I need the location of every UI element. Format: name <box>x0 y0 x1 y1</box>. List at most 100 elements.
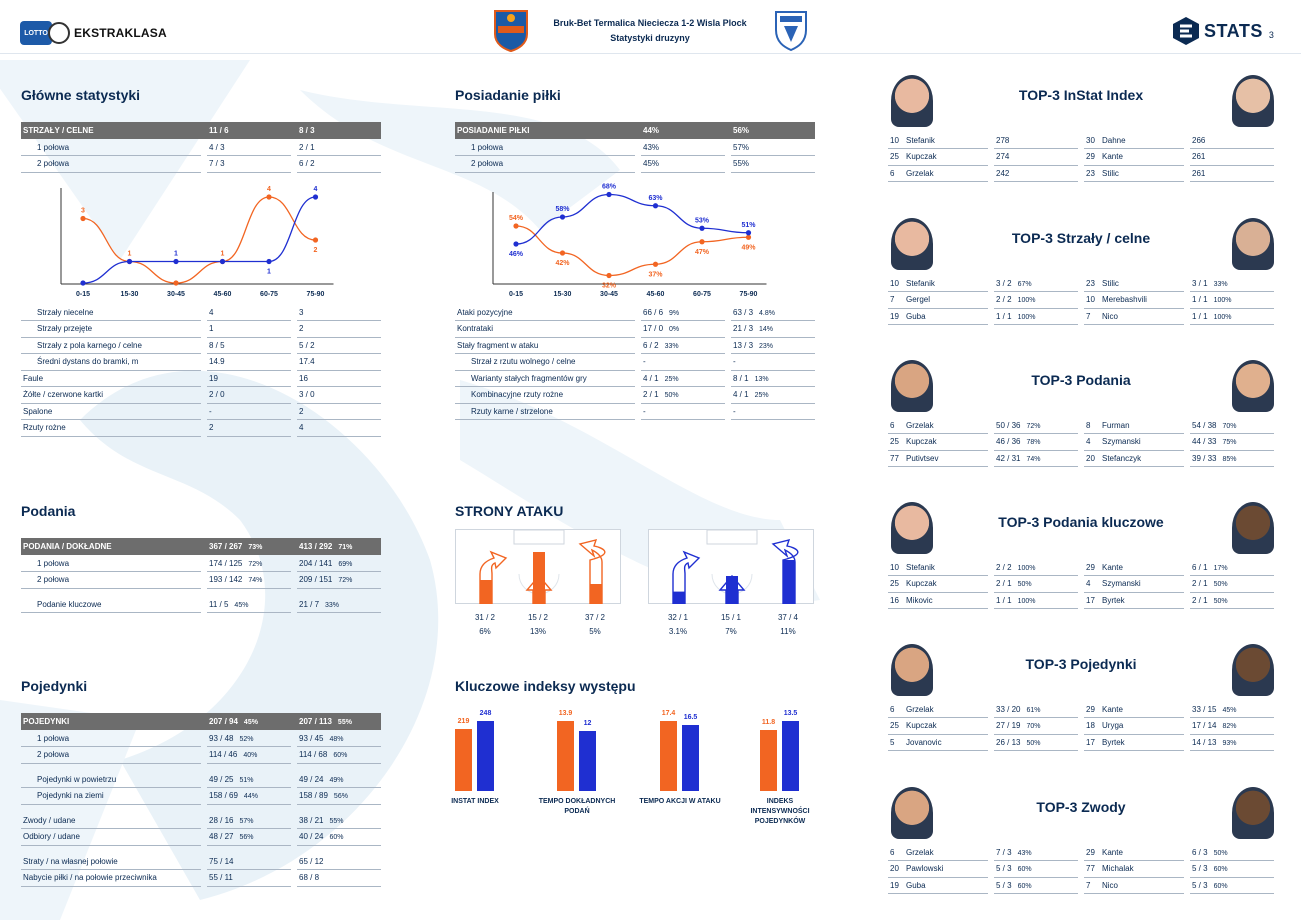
passes-title: Podania <box>21 503 76 519</box>
data-point <box>126 258 133 265</box>
data-label: 4 <box>267 186 271 193</box>
value-with-percent: 50 / 36 72% <box>996 421 1040 430</box>
table-row: Podanie kluczowe 11 / 5 45% 21 / 7 33% <box>21 596 381 613</box>
percent: 45% <box>1222 706 1237 714</box>
value-with-percent: 38 / 21 55% <box>299 816 343 825</box>
value-with-percent: 17.4 <box>299 357 315 366</box>
value: 278 <box>996 135 1010 145</box>
ekstraklasa-logo[interactable]: LOTTO EKSTRAKLASA <box>20 20 167 46</box>
home-value: 44% <box>641 122 725 139</box>
value: 8 / 1 <box>733 373 749 383</box>
player-number: 25 <box>888 148 904 166</box>
player-number: 18 <box>1084 717 1100 735</box>
player-photo <box>891 644 933 696</box>
value-with-percent: 4 <box>209 308 213 317</box>
row-label: 1 połowa <box>21 730 201 747</box>
value-with-percent: 33 / 20 61% <box>996 705 1040 714</box>
home-value: - <box>641 403 725 420</box>
x-tick-label: 0-15 <box>76 291 90 298</box>
stats-e-icon <box>1173 17 1199 45</box>
value-with-percent: 49 / 25 51% <box>209 775 253 784</box>
player-value: 1 / 1 100% <box>1190 291 1274 309</box>
home-value: 367 / 267 73% <box>207 538 291 555</box>
attack-share: 11% <box>780 627 796 636</box>
top3-table: 6 Grzelak 33 / 20 61% 29 Kante 33 / 15 45% 25 Kup… <box>888 701 1274 751</box>
data-label: 49% <box>741 244 756 251</box>
value-with-percent: 2 <box>299 324 303 333</box>
attack-share: 5% <box>589 627 601 636</box>
player-number: 29 <box>1084 559 1100 576</box>
percent: 23% <box>759 342 774 350</box>
player-number: 4 <box>1084 575 1100 593</box>
match-title: Bruk-Bet Termalica Nieciecza 1-2 Wisla P… <box>540 16 760 46</box>
player-number: 10 <box>1084 291 1100 309</box>
home-value: 48 / 27 56% <box>207 828 291 846</box>
player-number: 6 <box>888 844 904 861</box>
table-header-row: STRZAŁY / CELNE 11 / 6 8 / 3 <box>21 122 381 139</box>
value-with-percent: 44 / 33 75% <box>1192 437 1236 446</box>
table-row: 25 Kupczak 274 29 Kante 261 <box>888 148 1274 166</box>
home-value: 193 / 142 74% <box>207 571 291 589</box>
row-label: Rzuty karne / strzelone <box>455 403 635 420</box>
index-bar <box>477 721 494 791</box>
value-with-percent: 4 / 3 <box>209 143 225 152</box>
value: 3 / 1 <box>1192 278 1208 288</box>
player-photo <box>891 787 933 839</box>
value: 1 <box>209 324 214 334</box>
player-name: Mikovic <box>904 592 988 609</box>
data-point <box>652 261 659 267</box>
player-name: Stilic <box>1100 165 1184 182</box>
value: 55% <box>733 159 750 169</box>
value-with-percent: 40 / 24 60% <box>299 832 343 841</box>
value: 65 / 12 <box>299 856 324 866</box>
value: 21 / 3 <box>733 324 754 334</box>
value-with-percent: 66 / 6 9% <box>643 308 679 317</box>
value-with-percent: 261 <box>1192 169 1205 178</box>
table-row: 1 połowa 4 / 3 2 / 1 <box>21 139 381 156</box>
home-crest-icon <box>494 10 528 52</box>
player-name: Pawlowski <box>904 860 988 878</box>
value-with-percent: 3 / 2 67% <box>996 279 1032 288</box>
player-value: 6 / 1 17% <box>1190 559 1274 576</box>
player-value: 5 / 3 60% <box>994 877 1078 894</box>
value-with-percent: 7 / 3 43% <box>996 848 1032 857</box>
value: 45% <box>643 159 660 169</box>
row-label: 2 połowa <box>21 571 201 589</box>
data-label: 32% <box>602 283 617 290</box>
home-value: 8 / 5 <box>207 337 291 354</box>
player-name: Michalak <box>1100 860 1184 878</box>
value-with-percent: 278 <box>996 136 1009 145</box>
data-label: 3 <box>81 208 85 215</box>
table-spacer <box>21 804 381 812</box>
table-row: 2 połowa 45% 55% <box>455 155 815 173</box>
value-with-percent: 1 <box>209 324 213 333</box>
home-value: 17 / 0 0% <box>641 320 725 338</box>
value: 4 / 1 <box>733 390 749 400</box>
value: 19 <box>209 373 218 383</box>
value: 266 <box>1192 135 1206 145</box>
stats-logo[interactable]: STATS 3 <box>1172 16 1274 46</box>
value-with-percent: 413 / 292 71% <box>299 542 352 551</box>
value-with-percent: 1 / 1 100% <box>1192 312 1231 321</box>
player-number: 19 <box>888 308 904 325</box>
value-with-percent: 44% <box>643 126 659 135</box>
player-name: Stefanczyk <box>1100 450 1184 467</box>
player-number: 5 <box>888 734 904 751</box>
value: 6 / 1 <box>1192 562 1208 572</box>
attack-bar <box>783 560 795 604</box>
table-row: 2 połowa 7 / 3 6 / 2 <box>21 155 381 173</box>
player-name: Stefanik <box>904 275 988 292</box>
away-value: 40 / 24 60% <box>297 828 381 846</box>
percent: 55% <box>329 817 344 825</box>
value-with-percent: 6 / 3 50% <box>1192 848 1228 857</box>
value: 16 <box>299 373 308 383</box>
index-value-label: 11.8 <box>761 718 776 726</box>
value-with-percent: 39 / 33 85% <box>1192 454 1236 463</box>
table-row: 6 Grzelak 7 / 3 43% 29 Kante 6 / 3 50% <box>888 844 1274 861</box>
player-name: Kupczak <box>904 575 988 593</box>
value-with-percent: 3 / 1 33% <box>1192 279 1228 288</box>
player-name: Szymanski <box>1100 575 1184 593</box>
value: 56% <box>733 126 750 135</box>
data-label: 4 <box>314 186 318 193</box>
player-value: 7 / 3 43% <box>994 844 1078 861</box>
